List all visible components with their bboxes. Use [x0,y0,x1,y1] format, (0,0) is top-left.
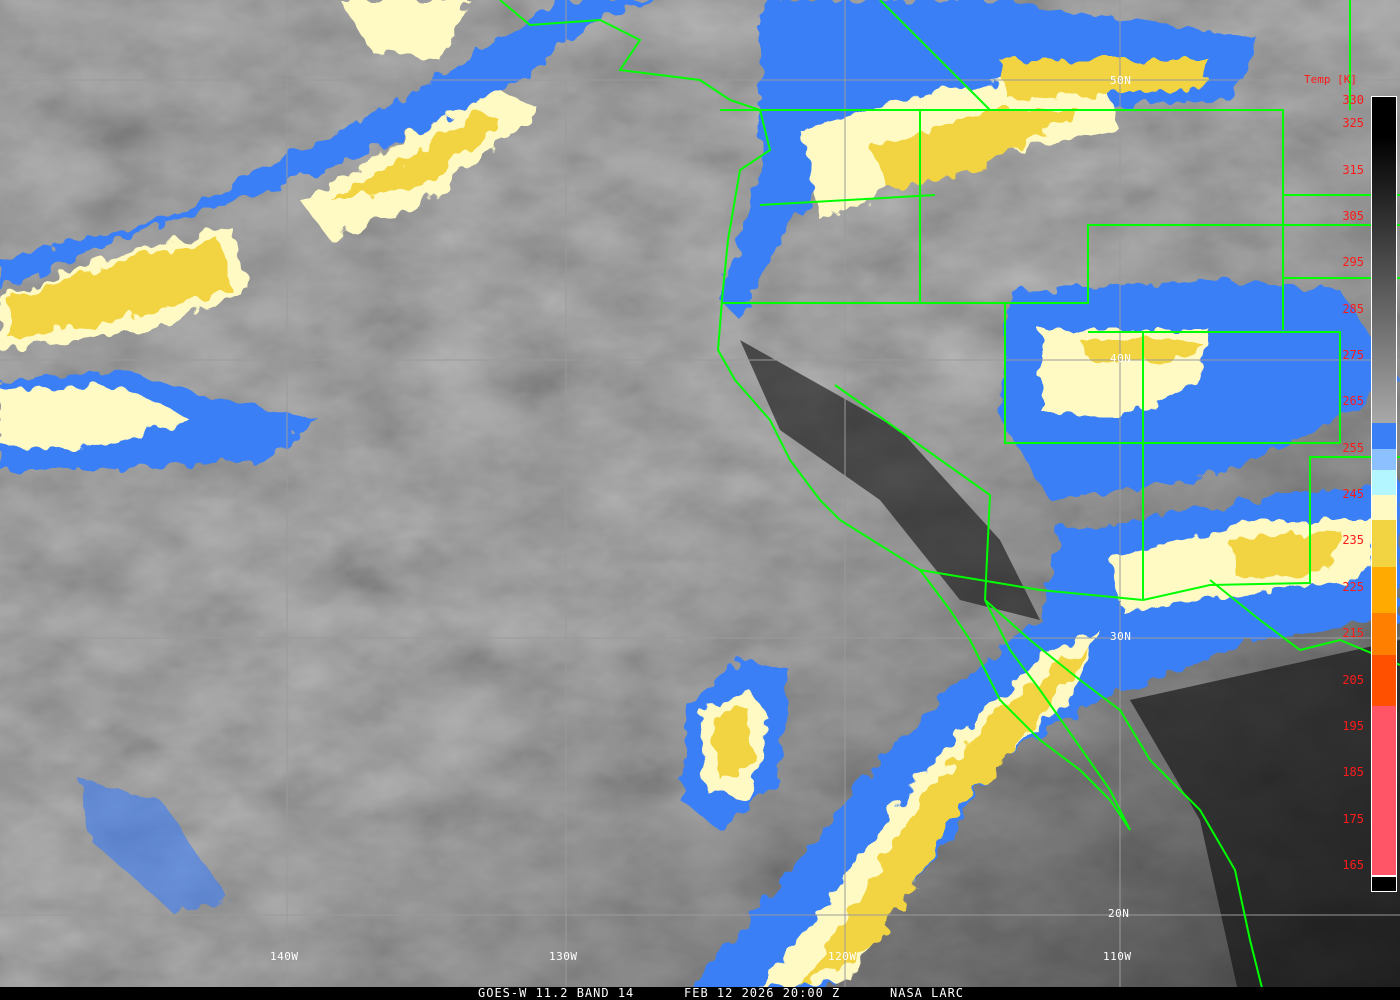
lon-label-110w: 110W [1103,950,1132,963]
temperature-colorbar [1371,96,1397,892]
lon-label-120w: 120W [828,950,857,963]
lat-label-20n: 20N [1108,907,1130,920]
credit-label: NASA LARC [890,986,965,1000]
colorbar-band [1372,566,1396,613]
colorbar-band [1372,470,1396,496]
colorbar-tick-label: 165 [1342,857,1364,872]
colorbar-band [1372,448,1396,470]
colorbar-tick-label: 325 [1342,116,1364,131]
satellite-band-label: GOES-W 11.2 BAND 14 [478,986,635,1000]
colorbar-band [1372,423,1396,449]
colorbar-tick-label: 305 [1342,208,1364,223]
colorbar-tick-label: 275 [1342,347,1364,362]
caption-bar: GOES-W 11.2 BAND 14 FEB 12 2026 20:00 Z … [0,987,1400,1000]
dark-land-region [740,340,1400,1000]
colorbar-title: Temp [K] [1304,73,1357,86]
colorbar-band [1372,520,1396,567]
lat-label-40n: 40N [1110,352,1132,365]
colorbar-band [1372,612,1396,655]
colorbar-tick-label: 285 [1342,301,1364,316]
colorbar-tick-label: 330 [1342,93,1364,107]
coastlines-and-borders [499,0,1400,1000]
colorbar-white-line [1372,875,1396,878]
colorbar-tick-label: 245 [1342,487,1364,502]
colorbar-band [1372,705,1396,876]
colorbar-tick-label: 235 [1342,533,1364,548]
colorbar-tick-label: 205 [1342,672,1364,687]
colorbar-tick-label: 185 [1342,765,1364,780]
colorbar-tick-label: 315 [1342,162,1364,177]
colorbar-tick-label: 295 [1342,255,1364,270]
lat-label-30n: 30N [1110,630,1132,643]
lon-label-140w: 140W [270,950,299,963]
datetime-label: FEB 12 2026 20:00 Z [684,986,841,1000]
colorbar-tick-label: 175 [1342,811,1364,826]
colorbar-gray-ramp [1372,97,1396,424]
lat-label-50n: 50N [1110,74,1132,87]
colorbar-tick-label: 215 [1342,626,1364,641]
colorbar-tick-label: 255 [1342,440,1364,455]
colorbar-tick-label: 265 [1342,394,1364,409]
colorbar-band [1372,495,1396,521]
colorbar-tick-label: 195 [1342,718,1364,733]
lon-label-130w: 130W [549,950,578,963]
colorbar-band [1372,655,1396,706]
colorbar-tick-label: 225 [1342,579,1364,594]
